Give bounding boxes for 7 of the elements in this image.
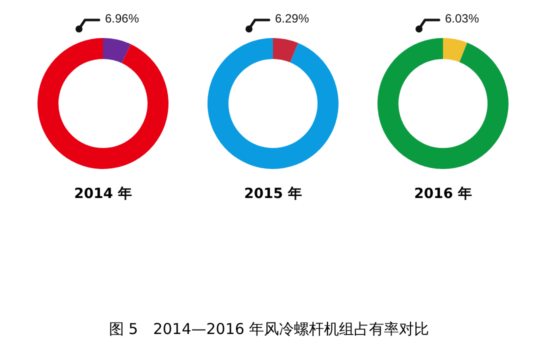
text: 2015 年 [243, 185, 303, 203]
data-label: 6.96% [105, 11, 140, 26]
data-label: 6.03% [445, 11, 480, 26]
caption: 图 5 2014—2016 年风冷螺杆机组占有率对比 [108, 320, 430, 339]
data-label: 6.29% [275, 11, 310, 26]
text: 2016 年 [413, 185, 473, 203]
text: 2014 年 [73, 185, 133, 203]
